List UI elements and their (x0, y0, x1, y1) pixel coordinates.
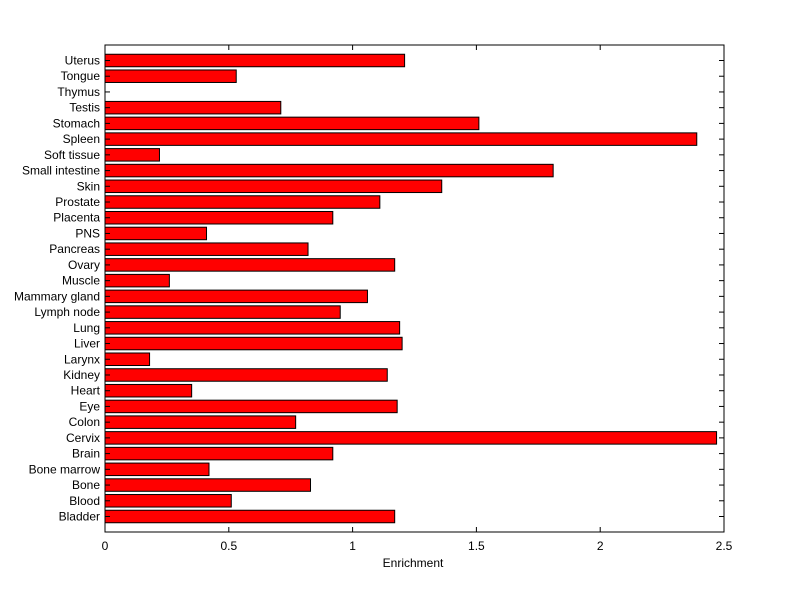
y-tick-label-tongue: Tongue (61, 69, 101, 83)
y-tick-label-cervix: Cervix (66, 431, 100, 445)
bar-uterus (104, 53, 406, 68)
y-tick-label-prostate: Prostate (55, 195, 100, 209)
y-tick-label-pancreas: Pancreas (49, 242, 100, 256)
x-tick-label-1: 0.5 (220, 539, 237, 553)
x-tick-label-5: 2.5 (716, 539, 733, 553)
y-tick-label-skin: Skin (77, 179, 100, 193)
x-tick-label-2: 1 (349, 539, 356, 553)
bar-cervix (104, 431, 718, 445)
y-tick-label-soft-tissue: Soft tissue (44, 148, 100, 162)
bar-soft-tissue (104, 148, 160, 162)
y-tick-label-lung: Lung (73, 321, 100, 335)
x-tick-label-4: 2 (597, 539, 604, 553)
y-tick-label-lymph-node: Lymph node (34, 305, 100, 319)
x-tick-label-0: 0 (102, 539, 109, 553)
bar-stomach (104, 116, 480, 131)
bar-pancreas (104, 242, 309, 256)
bar-bone-marrow (104, 462, 210, 477)
bar-testis (104, 100, 282, 115)
y-tick-label-testis: Testis (69, 101, 100, 115)
y-tick-label-stomach: Stomach (53, 116, 100, 130)
bar-bladder (104, 509, 396, 524)
x-axis-label: Enrichment (383, 556, 444, 570)
bar-ovary (104, 258, 396, 272)
bar-lymph-node (104, 305, 341, 319)
bar-pns (104, 226, 208, 241)
y-tick-label-bladder: Bladder (59, 510, 100, 524)
bar-colon (104, 415, 297, 429)
y-tick-label-eye: Eye (79, 399, 100, 413)
bar-bone (104, 478, 312, 492)
x-tick-label-3: 1.5 (468, 539, 485, 553)
bar-muscle (104, 273, 170, 288)
y-tick-label-blood: Blood (69, 494, 100, 508)
bar-tongue (104, 69, 237, 83)
y-tick-label-small-intestine: Small intestine (22, 164, 100, 178)
y-tick-label-brain: Brain (72, 447, 100, 461)
bar-liver (104, 336, 403, 351)
bar-brain (104, 446, 334, 461)
bar-spleen (104, 132, 698, 146)
bar-heart (104, 383, 193, 398)
y-tick-label-liver: Liver (74, 337, 100, 351)
y-tick-label-bone: Bone (72, 478, 100, 492)
bar-group (104, 53, 718, 524)
bar-mammary-gland (104, 289, 368, 304)
bar-placenta (104, 210, 334, 225)
bar-small-intestine (104, 163, 554, 178)
y-tick-label-kidney: Kidney (63, 368, 100, 382)
y-tick-label-spleen: Spleen (63, 132, 100, 146)
bar-larynx (104, 352, 151, 367)
y-tick-label-uterus: Uterus (65, 54, 100, 68)
bar-lung (104, 321, 401, 335)
bar-prostate (104, 195, 381, 209)
y-tick-label-thymus: Thymus (57, 85, 100, 99)
y-tick-label-mammary-gland: Mammary gland (14, 289, 100, 303)
y-tick-label-heart: Heart (71, 384, 101, 398)
bar-eye (104, 399, 398, 414)
y-tick-label-colon: Colon (69, 415, 100, 429)
bar-blood (104, 494, 232, 508)
x-axis-ticks: 0 0.5 1 1.5 2 2.5 (102, 45, 733, 553)
bar-skin (104, 179, 443, 194)
y-tick-label-placenta: Placenta (53, 211, 100, 225)
y-tick-label-pns: PNS (75, 226, 100, 240)
y-tick-label-bone-marrow: Bone marrow (29, 462, 101, 476)
bar-kidney (104, 368, 388, 382)
y-tick-label-muscle: Muscle (62, 274, 100, 288)
y-tick-label-larynx: Larynx (64, 352, 100, 366)
y-tick-label-ovary: Ovary (68, 258, 100, 272)
